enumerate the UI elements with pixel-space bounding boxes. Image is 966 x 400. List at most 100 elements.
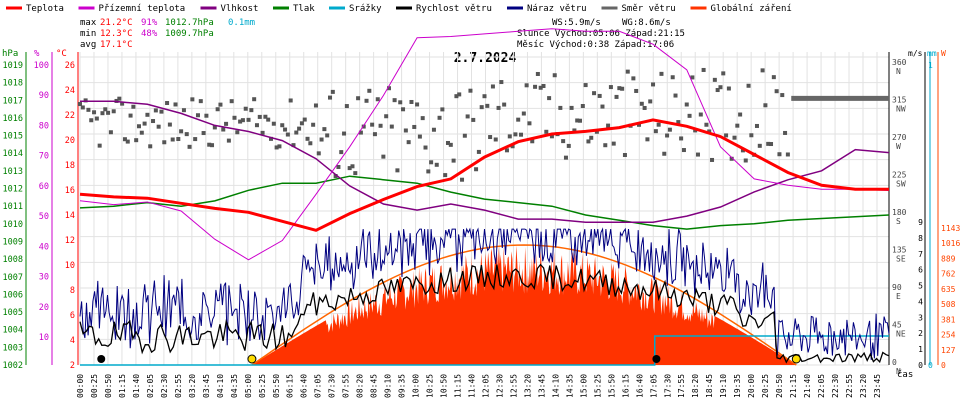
wind-direction-point	[291, 143, 296, 148]
wind-direction-point	[266, 117, 271, 122]
humidity-axis-tick: 70	[39, 152, 49, 162]
wind-direction-point	[499, 80, 504, 85]
stat-max-temp: 21.2°C	[100, 18, 133, 28]
radiation-tick: 508	[941, 300, 956, 309]
wind-direction-point	[212, 125, 217, 130]
wind-direction-point	[631, 76, 636, 81]
legend: Teplota Přízemní teplota Vlhkost Tlak Srážky…	[6, 4, 792, 14]
direction-tick-label: S	[896, 217, 901, 226]
wind-direction-point	[271, 121, 276, 126]
wind-direction-point	[356, 96, 361, 101]
wind-direction-point	[252, 97, 257, 102]
humidity-line	[80, 100, 890, 223]
radiation-tick: 0	[941, 361, 946, 370]
temperature-axis-tick: 16	[65, 186, 75, 196]
wind-direction-point	[207, 142, 212, 147]
wind-direction-point	[86, 107, 91, 112]
wind-direction-point	[226, 138, 231, 143]
wind-direction-point	[440, 107, 445, 112]
x-tick-label: 01:40	[132, 374, 141, 398]
wind-direction-point	[224, 121, 229, 126]
wind-direction-point	[409, 99, 414, 104]
wind-direction-point	[451, 158, 456, 163]
stat-max-hum: 91%	[141, 18, 158, 28]
x-tick-label: 04:10	[216, 374, 225, 398]
wind-direction-point	[690, 75, 695, 80]
wind-direction-point	[445, 140, 450, 145]
wind-direction-point	[97, 143, 102, 148]
wind-direction-point	[389, 124, 394, 129]
wind-direction-point	[667, 127, 672, 132]
wind-direction-point	[476, 149, 481, 154]
legend-label: Teplota	[26, 4, 64, 14]
radiation-tick: 1143	[941, 224, 960, 233]
wind-direction-point	[384, 114, 389, 119]
x-tick-label: 15:00	[579, 374, 588, 398]
temperature-axis-tick: 10	[65, 261, 75, 271]
wind-direction-point	[426, 169, 431, 174]
legend-label: Srážky	[349, 4, 382, 14]
wind-direction-point	[589, 135, 594, 140]
x-tick-label: 13:20	[523, 374, 532, 398]
temperature-axis-tick: 22	[65, 111, 75, 121]
x-tick-label: 11:15	[454, 374, 463, 398]
wind-direction-point	[687, 113, 692, 118]
sunset-marker	[791, 354, 801, 364]
wind-direction-point	[462, 133, 467, 138]
wind-direction-point	[530, 139, 535, 144]
wind-direction-point	[294, 130, 299, 135]
direction-tick-label: N	[896, 367, 901, 376]
wind-direction-point	[179, 129, 184, 134]
wind-direction-point	[454, 94, 459, 99]
wind-direction-point	[460, 177, 465, 182]
stat-max-press: 1012.7hPa	[165, 18, 214, 28]
wind-direction-point	[417, 134, 422, 139]
wind-direction-point	[78, 102, 82, 107]
x-tick-label: 10:00	[412, 374, 421, 398]
wind-direction-point	[496, 105, 501, 110]
x-tick-label: 00:00	[76, 374, 85, 398]
wind-direction-point	[622, 153, 627, 158]
humidity-axis-tick: 40	[39, 242, 49, 252]
wind-direction-point	[429, 160, 434, 165]
wind-direction-point	[83, 98, 88, 103]
wind-direction-point	[347, 166, 352, 171]
wind-direction-point	[519, 132, 524, 137]
direction-tick: 315	[892, 96, 907, 105]
x-tick-label: 20:00	[747, 374, 756, 398]
wind-direction-point	[195, 113, 200, 118]
wind-direction-point	[721, 71, 726, 76]
wind-tick: 8	[918, 234, 923, 243]
pressure-axis-tick: 1010	[3, 220, 23, 230]
wind-direction-point	[80, 105, 85, 110]
wind-direction-point	[339, 150, 344, 155]
wind-direction-point	[651, 82, 656, 87]
direction-tick: 270	[892, 133, 907, 142]
wind-direction-point	[735, 123, 740, 128]
wind-direction-point	[535, 71, 540, 76]
wind-direction-point	[684, 102, 689, 107]
stats-block: max 21.2°C 91% 1012.7hPa 0.1mm min 12.3°…	[80, 18, 685, 50]
wind-direction-point	[260, 130, 265, 135]
radiation-tick: 762	[941, 270, 956, 279]
wind-direction-point	[274, 145, 279, 150]
wind-direction-point	[403, 128, 408, 133]
wind-direction-point	[145, 112, 150, 117]
wind-direction-point	[538, 85, 543, 90]
wind-direction-point	[232, 115, 237, 120]
pressure-line	[79, 175, 890, 230]
legend-label: Přízemní teplota	[99, 4, 186, 14]
direction-tick-label: NW	[896, 105, 906, 114]
wind-speed-line	[79, 263, 890, 364]
wind-direction-point	[507, 134, 512, 139]
wind-direction-point	[592, 91, 597, 96]
x-tick-label: 17:55	[677, 374, 686, 398]
x-tick-label: 09:35	[398, 374, 407, 398]
wind-direction-point	[313, 103, 318, 108]
wind-direction-point	[642, 105, 647, 110]
direction-tick-label: SW	[896, 180, 906, 189]
wind-tick: 4	[918, 297, 923, 306]
x-tick-label: 19:35	[733, 374, 742, 398]
wind-direction-point	[184, 132, 189, 137]
wind-direction-point	[698, 112, 703, 117]
